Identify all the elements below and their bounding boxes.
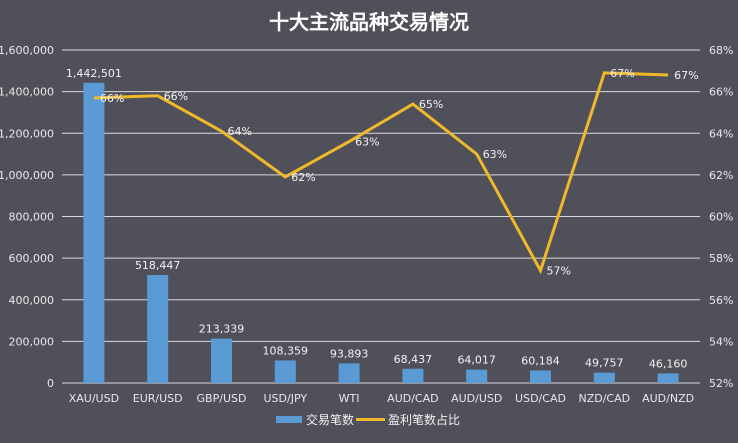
chart-title: 十大主流品种交易情况: [269, 10, 469, 34]
right-tick-label: 64%: [709, 127, 733, 140]
category-label: NZD/CAD: [578, 392, 630, 405]
right-tick-label: 62%: [709, 169, 733, 182]
line-value-label: 63%: [355, 136, 379, 149]
left-tick-label: 800,000: [9, 211, 55, 224]
left-tick-label: 1,600,000: [0, 44, 54, 57]
category-label: GBP/USD: [197, 392, 247, 405]
legend-bar-label: 交易笔数: [306, 412, 354, 427]
legend-line-label: 盈利笔数占比: [388, 412, 460, 427]
line-data-labels: 66% 66% 64% 62% 63% 65% 63% 57% 67% 67%: [100, 67, 699, 278]
line-value-label: 67%: [610, 67, 634, 80]
left-tick-label: 1,200,000: [0, 127, 54, 140]
line-value-label: 62%: [291, 171, 315, 184]
line-path: [93, 71, 669, 275]
bar: [338, 363, 360, 383]
right-tick-label: 52%: [709, 377, 733, 390]
bar-value-label: 60,184: [521, 354, 560, 367]
line-value-label: 63%: [483, 148, 507, 161]
right-tick-label: 60%: [709, 211, 733, 224]
line-value-label: 67%: [674, 69, 698, 82]
category-label: AUD/CAD: [387, 392, 438, 405]
category-label: WTI: [339, 392, 360, 405]
bar-value-label: 518,447: [135, 259, 181, 272]
line-value-label: 65%: [419, 98, 443, 111]
bar-value-label: 1,442,501: [66, 67, 122, 80]
bar: [402, 368, 424, 383]
bar-series: [83, 82, 679, 383]
right-axis-ticks: 52% 54% 56% 58% 60% 62% 64% 66% 68%: [709, 44, 733, 390]
line-value-label: 66%: [100, 92, 124, 105]
bar: [466, 369, 488, 383]
left-axis-ticks: 0 200,000 400,000 600,000 800,000 1,000,000 1,…: [0, 44, 54, 390]
right-tick-label: 58%: [709, 252, 733, 265]
left-tick-label: 1,000,000: [0, 169, 54, 182]
bar-value-label: 93,893: [330, 347, 369, 360]
legend-bar-swatch: [276, 416, 302, 423]
line-series: [93, 71, 669, 275]
legend: 交易笔数 盈利笔数占比: [276, 412, 460, 427]
bar: [657, 373, 679, 383]
left-tick-label: 200,000: [9, 335, 55, 348]
category-label: AUD/NZD: [642, 392, 694, 405]
line-value-label: 64%: [228, 125, 252, 138]
category-label: USD/CAD: [515, 392, 566, 405]
bar: [83, 82, 105, 383]
category-label: XAU/USD: [69, 392, 119, 405]
bar-value-label: 108,359: [263, 344, 309, 357]
bar-value-label: 68,437: [394, 353, 433, 366]
line-value-label: 57%: [547, 265, 571, 278]
right-tick-label: 56%: [709, 294, 733, 307]
bar-data-labels: 1,442,501 518,447 213,339 108,359 93,893 68,4…: [66, 67, 687, 371]
bar-value-label: 64,017: [457, 354, 496, 367]
line-value-label: 66%: [164, 90, 188, 103]
bar: [211, 338, 232, 383]
bar-value-label: 49,757: [585, 357, 624, 370]
right-tick-label: 54%: [709, 335, 733, 348]
left-tick-label: 400,000: [9, 294, 55, 307]
bar: [593, 372, 615, 383]
right-tick-label: 68%: [709, 44, 733, 57]
left-tick-label: 1,400,000: [0, 86, 54, 99]
category-label: AUD/USD: [451, 392, 502, 405]
left-tick-label: 600,000: [9, 252, 55, 265]
gridlines: [62, 49, 700, 384]
category-label: USD/JPY: [264, 392, 308, 405]
left-tick-label: 0: [47, 377, 54, 390]
bar: [274, 360, 296, 383]
category-label: EUR/USD: [133, 392, 183, 405]
bar: [147, 275, 169, 383]
x-axis-labels: XAU/USD EUR/USD GBP/USD USD/JPY WTI AUD/CAD AU…: [69, 392, 694, 405]
bar-value-label: 46,160: [649, 357, 688, 370]
bar: [530, 370, 551, 383]
right-tick-label: 66%: [709, 86, 733, 99]
bar-value-label: 213,339: [199, 323, 245, 336]
